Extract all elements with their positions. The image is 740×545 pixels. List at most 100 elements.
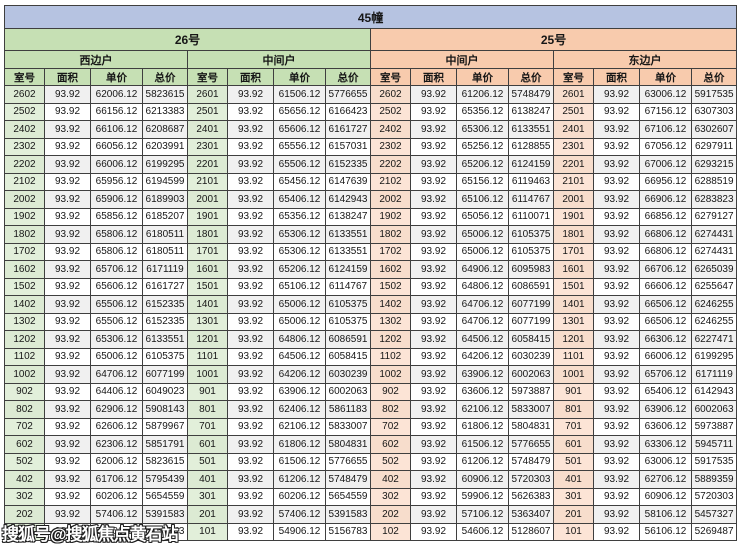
room-cell: 702 — [370, 417, 411, 436]
room-cell: 802 — [4, 400, 45, 419]
unit-price-cell: 62006.12 — [90, 85, 143, 104]
total-price-cell: 5128607 — [508, 522, 554, 541]
area-cell: 93.92 — [227, 102, 274, 121]
total-price-cell: 5269487 — [690, 522, 738, 541]
unit-price-cell: 57406.12 — [273, 505, 326, 524]
area-cell: 93.92 — [44, 207, 91, 226]
total-price-cell: 5776655 — [325, 85, 371, 104]
unit-price-cell: 65506.12 — [90, 295, 143, 314]
side-header-east: 东边户 — [552, 50, 738, 69]
col-header-total-price: 总价 — [508, 68, 554, 86]
room-cell: 1002 — [370, 365, 411, 384]
room-cell: 1601 — [553, 260, 594, 279]
area-cell: 93.92 — [44, 172, 91, 191]
area-cell: 93.92 — [410, 417, 457, 436]
room-cell: 201 — [187, 505, 228, 524]
area-cell: 93.92 — [227, 295, 274, 314]
unit-price-cell: 60906.12 — [639, 487, 692, 506]
unit-price-cell: 64206.12 — [456, 347, 509, 366]
total-price-cell: 6105375 — [508, 225, 554, 244]
unit-price-cell: 65006.12 — [456, 242, 509, 261]
area-cell: 93.92 — [593, 295, 640, 314]
unit-price-cell: 65006.12 — [273, 295, 326, 314]
total-price-cell: 6114767 — [508, 190, 554, 209]
unit-price-cell: 66056.12 — [90, 137, 143, 156]
total-price-cell: 6086591 — [508, 277, 554, 296]
area-cell: 93.92 — [410, 242, 457, 261]
total-price-cell: 6105375 — [325, 312, 371, 331]
room-cell: 2402 — [370, 120, 411, 139]
unit-price-cell: 65956.12 — [90, 172, 143, 191]
room-cell: 1701 — [553, 242, 594, 261]
room-cell: 102 — [370, 522, 411, 541]
area-cell: 93.92 — [593, 155, 640, 174]
area-cell: 93.92 — [410, 487, 457, 506]
unit-price-cell: 66006.12 — [90, 155, 143, 174]
area-cell: 93.92 — [44, 417, 91, 436]
room-cell: 1802 — [370, 225, 411, 244]
room-cell: 2401 — [187, 120, 228, 139]
area-cell: 93.92 — [44, 452, 91, 471]
area-cell: 93.92 — [410, 137, 457, 156]
area-cell: 93.92 — [593, 347, 640, 366]
unit-price-cell: 54606.12 — [456, 522, 509, 541]
unit-price-cell: 65306.12 — [273, 225, 326, 244]
total-price-cell: 5748479 — [325, 470, 371, 489]
unit-price-cell: 66956.12 — [639, 172, 692, 191]
building-header-row: 26号 25号 — [4, 28, 738, 51]
col-header-unit-price: 单价 — [273, 68, 326, 86]
unit-price-cell: 64706.12 — [456, 295, 509, 314]
table-row: 2402 93.92 66106.12 6208687 2401 93.92 65606.1… — [4, 120, 738, 139]
room-cell: 201 — [553, 505, 594, 524]
unit-price-cell: 63906.12 — [639, 400, 692, 419]
area-cell: 93.92 — [227, 137, 274, 156]
room-cell: 102 — [4, 522, 45, 541]
area-cell: 93.92 — [410, 295, 457, 314]
unit-price-cell: 65156.12 — [456, 172, 509, 191]
area-cell: 93.92 — [410, 190, 457, 209]
total-price-cell: 6110071 — [508, 207, 554, 226]
area-cell: 93.92 — [593, 487, 640, 506]
room-cell: 801 — [553, 400, 594, 419]
unit-price-cell: 65106.12 — [273, 277, 326, 296]
total-price-cell: 6095983 — [508, 260, 554, 279]
table-row: 2102 93.92 65956.12 6194599 2101 93.92 65456.1… — [4, 172, 738, 191]
area-cell: 93.92 — [593, 505, 640, 524]
unit-price-cell: 61506.12 — [456, 435, 509, 454]
room-cell: 1301 — [187, 312, 228, 331]
total-price-cell: 5795439 — [142, 470, 188, 489]
unit-price-cell: 66706.12 — [639, 260, 692, 279]
room-cell: 401 — [187, 470, 228, 489]
room-cell: 2401 — [553, 120, 594, 139]
unit-price-cell: 65706.12 — [639, 365, 692, 384]
room-cell: 1202 — [4, 330, 45, 349]
room-cell: 302 — [370, 487, 411, 506]
area-cell: 93.92 — [593, 435, 640, 454]
unit-price-cell: 66806.12 — [639, 242, 692, 261]
area-cell: 93.92 — [410, 260, 457, 279]
total-price-cell: 6138247 — [508, 102, 554, 121]
total-price-cell: 6124159 — [508, 155, 554, 174]
total-price-cell: 6274431 — [690, 242, 738, 261]
unit-price-cell: 65106.12 — [456, 190, 509, 209]
area-cell: 93.92 — [410, 102, 457, 121]
area-cell: 93.92 — [410, 155, 457, 174]
table-row: 2502 93.92 66156.12 6213383 2501 93.92 65656.1… — [4, 102, 738, 121]
area-cell: 93.92 — [44, 312, 91, 331]
area-cell: 93.92 — [44, 225, 91, 244]
room-cell: 902 — [370, 382, 411, 401]
table-row: 2302 93.92 66056.12 6203991 2301 93.92 65556.1… — [4, 137, 738, 156]
total-price-cell: 5833007 — [325, 417, 371, 436]
col-header-room: 室号 — [187, 68, 228, 86]
total-price-cell: 6157031 — [325, 137, 371, 156]
unit-price-cell: 66506.12 — [639, 312, 692, 331]
area-cell: 93.92 — [227, 85, 274, 104]
room-cell: 1101 — [187, 347, 228, 366]
area-cell: 93.92 — [44, 155, 91, 174]
area-cell: 93.92 — [44, 435, 91, 454]
area-cell: 93.92 — [44, 242, 91, 261]
unit-price-cell: 66106.12 — [90, 120, 143, 139]
col-header-area: 面积 — [593, 68, 640, 86]
total-price-cell: 6246255 — [690, 295, 738, 314]
total-price-cell: 5804831 — [325, 435, 371, 454]
